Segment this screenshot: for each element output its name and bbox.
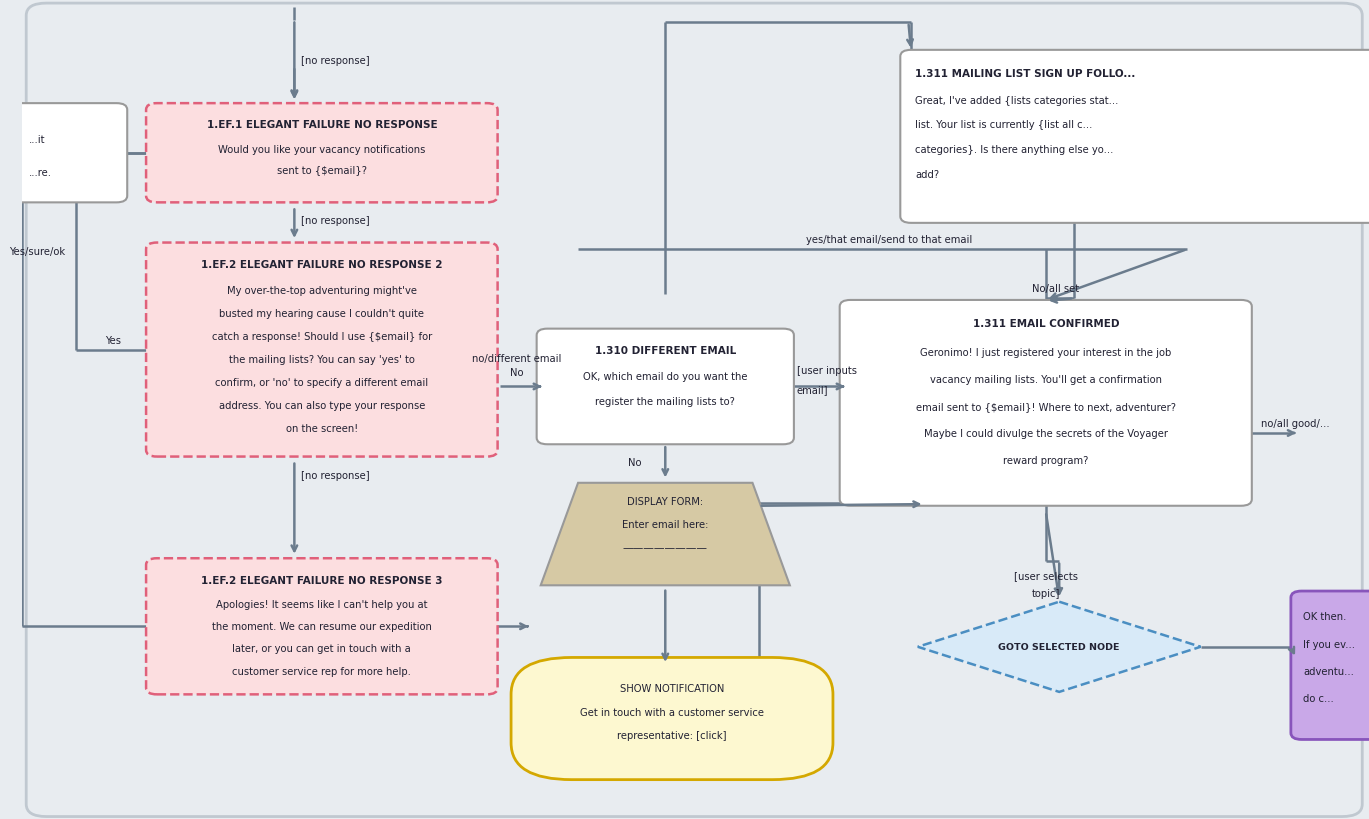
- Text: the mailing lists? You can say 'yes' to: the mailing lists? You can say 'yes' to: [229, 355, 415, 364]
- FancyBboxPatch shape: [511, 658, 832, 780]
- Text: 1.311 MAILING LIST SIGN UP FOLLO...: 1.311 MAILING LIST SIGN UP FOLLO...: [914, 69, 1135, 79]
- Text: Apologies! It seems like I can't help you at: Apologies! It seems like I can't help yo…: [216, 600, 427, 609]
- FancyBboxPatch shape: [839, 301, 1251, 506]
- Text: topic]: topic]: [1032, 589, 1060, 599]
- Text: on the screen!: on the screen!: [286, 423, 357, 433]
- Text: OK then.: OK then.: [1303, 612, 1346, 622]
- Text: register the mailing lists to?: register the mailing lists to?: [596, 396, 735, 406]
- Text: Yes/sure/ok: Yes/sure/ok: [10, 247, 66, 257]
- Text: 1.EF.2 ELEGANT FAILURE NO RESPONSE 2: 1.EF.2 ELEGANT FAILURE NO RESPONSE 2: [201, 260, 442, 269]
- Text: catch a response! Should I use {$email} for: catch a response! Should I use {$email} …: [212, 332, 433, 342]
- Text: OK, which email do you want the: OK, which email do you want the: [583, 372, 747, 382]
- Text: list. Your list is currently {list all c...: list. Your list is currently {list all c…: [914, 120, 1092, 130]
- Text: no/all good/...: no/all good/...: [1261, 419, 1329, 428]
- Text: ————————: ————————: [623, 542, 708, 552]
- Text: sent to {$email}?: sent to {$email}?: [277, 165, 367, 174]
- FancyBboxPatch shape: [537, 329, 794, 445]
- Text: Enter email here:: Enter email here:: [622, 519, 709, 529]
- Text: busted my hearing cause I couldn't quite: busted my hearing cause I couldn't quite: [219, 309, 424, 319]
- Text: GOTO SELECTED NODE: GOTO SELECTED NODE: [998, 643, 1120, 651]
- Text: email]: email]: [797, 384, 828, 395]
- Text: email sent to {$email}! Where to next, adventurer?: email sent to {$email}! Where to next, a…: [916, 401, 1176, 411]
- Text: [no response]: [no response]: [301, 57, 370, 66]
- Text: SHOW NOTIFICATION: SHOW NOTIFICATION: [620, 683, 724, 693]
- Text: Great, I've added {lists categories stat...: Great, I've added {lists categories stat…: [914, 96, 1118, 106]
- Text: categories}. Is there anything else yo...: categories}. Is there anything else yo..…: [914, 145, 1113, 155]
- Text: [user inputs: [user inputs: [797, 365, 857, 376]
- Text: [no response]: [no response]: [301, 470, 370, 480]
- Text: yes/that email/send to that email: yes/that email/send to that email: [806, 235, 972, 245]
- FancyBboxPatch shape: [1291, 591, 1369, 740]
- Text: ...re.: ...re.: [29, 167, 52, 178]
- Text: Yes: Yes: [105, 335, 120, 346]
- FancyBboxPatch shape: [146, 104, 497, 203]
- Text: Geronimo! I just registered your interest in the job: Geronimo! I just registered your interes…: [920, 347, 1172, 357]
- Polygon shape: [917, 602, 1201, 692]
- Text: reward program?: reward program?: [1003, 455, 1088, 465]
- Text: vacancy mailing lists. You'll get a confirmation: vacancy mailing lists. You'll get a conf…: [930, 374, 1162, 384]
- Text: My over-the-top adventuring might've: My over-the-top adventuring might've: [227, 286, 416, 296]
- Text: No: No: [509, 367, 523, 378]
- FancyBboxPatch shape: [146, 243, 497, 457]
- Text: 1.311 EMAIL CONFIRMED: 1.311 EMAIL CONFIRMED: [972, 319, 1118, 328]
- Text: later, or you can get in touch with a: later, or you can get in touch with a: [233, 644, 411, 654]
- Text: 1.EF.2 ELEGANT FAILURE NO RESPONSE 3: 1.EF.2 ELEGANT FAILURE NO RESPONSE 3: [201, 575, 442, 585]
- Text: [user selects: [user selects: [1014, 570, 1077, 580]
- Text: No: No: [627, 458, 641, 468]
- FancyBboxPatch shape: [901, 51, 1369, 224]
- Text: confirm, or 'no' to specify a different email: confirm, or 'no' to specify a different …: [215, 378, 428, 387]
- Text: No/all set: No/all set: [1032, 283, 1079, 293]
- Text: Would you like your vacancy notifications: Would you like your vacancy notification…: [218, 145, 426, 155]
- Text: Maybe I could divulge the secrets of the Voyager: Maybe I could divulge the secrets of the…: [924, 428, 1168, 438]
- Polygon shape: [541, 483, 790, 586]
- Text: address. You can also type your response: address. You can also type your response: [219, 400, 424, 410]
- Text: representative: [click]: representative: [click]: [617, 731, 727, 740]
- FancyBboxPatch shape: [4, 104, 127, 203]
- Text: 1.310 DIFFERENT EMAIL: 1.310 DIFFERENT EMAIL: [594, 346, 737, 355]
- Text: Get in touch with a customer service: Get in touch with a customer service: [580, 708, 764, 717]
- Text: If you ev...: If you ev...: [1303, 639, 1355, 649]
- Text: customer service rep for more help.: customer service rep for more help.: [233, 666, 411, 676]
- Text: [no response]: [no response]: [301, 216, 370, 226]
- Text: adventu...: adventu...: [1303, 666, 1354, 676]
- Text: no/different email: no/different email: [472, 353, 561, 364]
- Text: DISPLAY FORM:: DISPLAY FORM:: [627, 496, 704, 506]
- Text: the moment. We can resume our expedition: the moment. We can resume our expedition: [212, 622, 431, 631]
- Text: ...it: ...it: [29, 134, 45, 144]
- Text: do c...: do c...: [1303, 693, 1333, 703]
- Text: 1.EF.1 ELEGANT FAILURE NO RESPONSE: 1.EF.1 ELEGANT FAILURE NO RESPONSE: [207, 120, 437, 130]
- Text: add?: add?: [914, 170, 939, 179]
- FancyBboxPatch shape: [146, 559, 497, 695]
